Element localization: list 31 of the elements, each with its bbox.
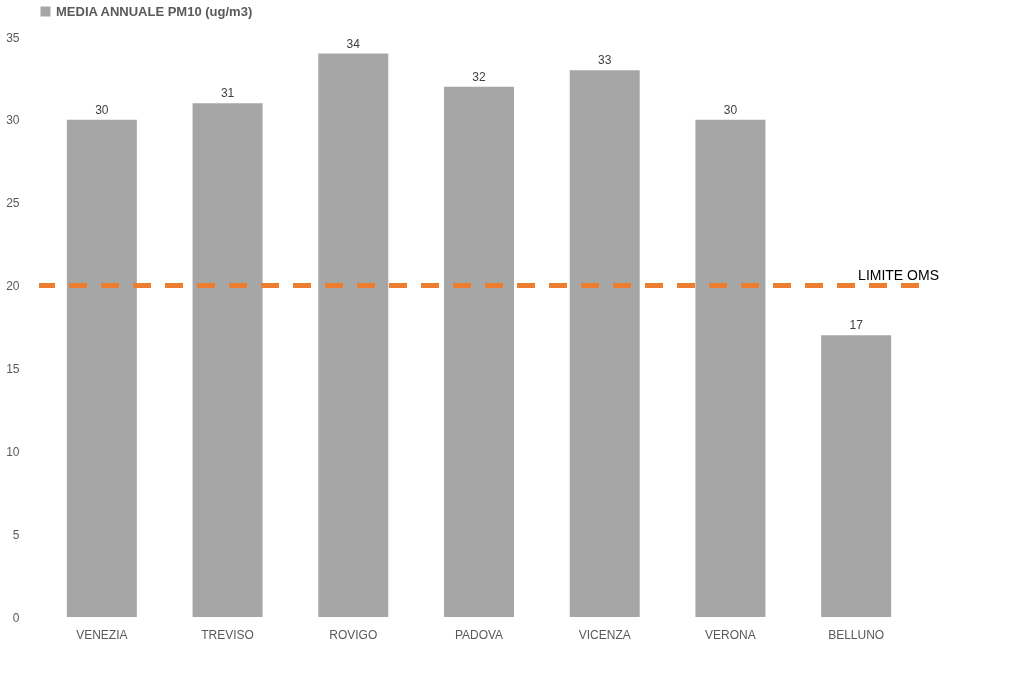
y-tick-label: 10	[6, 444, 20, 459]
data-label: 17	[849, 318, 864, 333]
data-label: 34	[346, 36, 361, 51]
data-label: 31	[220, 86, 235, 101]
legend-label: MEDIA ANNUALE PM10 (ug/m3)	[56, 3, 253, 19]
bar	[318, 53, 389, 617]
bar	[444, 86, 514, 617]
x-tick-label: ROVIGO	[329, 627, 378, 642]
y-tick-label: 30	[6, 113, 20, 128]
y-tick-label: 35	[6, 30, 20, 45]
x-tick-label: PADOVA	[454, 627, 504, 642]
x-tick-label: VICENZA	[578, 627, 631, 642]
x-tick-label: TREVISO	[201, 627, 254, 642]
y-tick-label: 15	[6, 361, 20, 376]
y-tick-label: 0	[12, 610, 20, 625]
ref-line-label: LIMITE OMS	[858, 266, 939, 283]
x-tick-label: VENEZIA	[76, 627, 128, 642]
y-tick-label: 20	[6, 279, 20, 294]
bar	[569, 70, 640, 617]
data-label: 33	[598, 53, 612, 68]
bar	[66, 119, 137, 617]
bar	[695, 119, 766, 617]
data-label: 30	[723, 102, 738, 117]
y-tick-label: 25	[6, 196, 20, 211]
y-tick-label: 5	[12, 527, 20, 542]
x-tick-label: BELLUNO	[828, 627, 885, 642]
bar	[192, 103, 263, 617]
x-tick-label: VERONA	[705, 627, 756, 642]
data-label: 32	[472, 69, 486, 84]
data-label: 30	[95, 102, 109, 117]
bar	[821, 335, 892, 617]
